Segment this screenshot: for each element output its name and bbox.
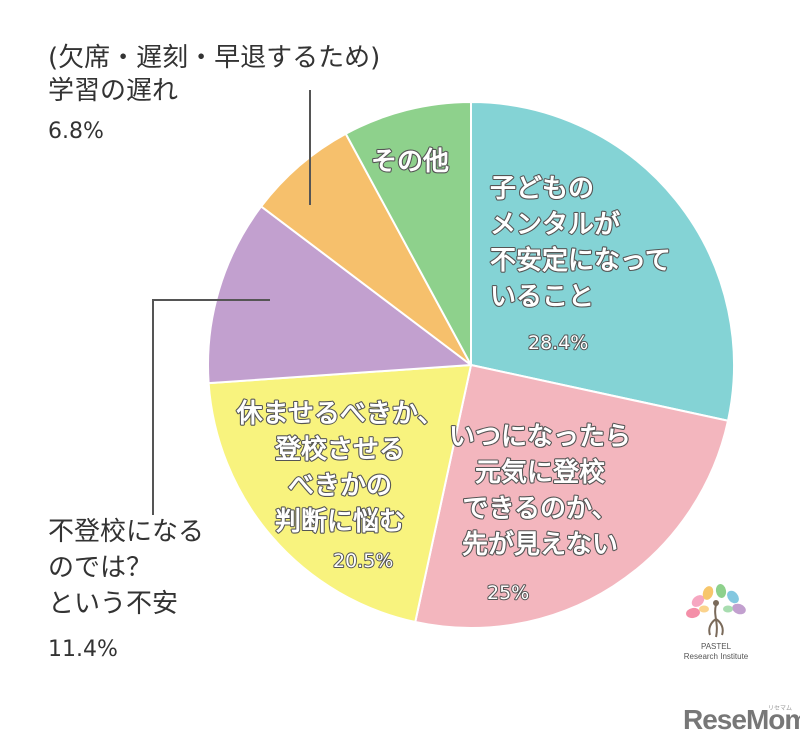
- pie-slice-5: [344, 100, 472, 366]
- slice-label-2-line-2: べきかの: [288, 471, 392, 501]
- slice-label-2-line-0: 休ませるべきか、: [236, 399, 444, 429]
- slice-label-1-line-1: 元気に登校: [475, 457, 606, 488]
- slice-label-0-line-3: いること: [490, 282, 594, 312]
- slice-label-3-line-1: のでは？: [48, 553, 152, 583]
- slice-label-5-line-0: その他: [371, 147, 449, 177]
- pastel-logo: PASTEL Research Institute: [684, 584, 749, 661]
- pie-slice-2: [207, 363, 473, 624]
- slice-percent-3: 11.4%: [48, 637, 118, 662]
- pie-slice-1: [414, 363, 730, 629]
- pie-slice-3: [207, 205, 474, 385]
- slice-label-1-line-3: 先が見えない: [462, 529, 618, 560]
- slice-percent-0: 28.4%: [528, 332, 588, 354]
- slice-label-3-line-0: 不登校になる: [48, 517, 204, 547]
- slice-percent-4: 6.8%: [48, 119, 104, 144]
- slice-label-1-line-0: いつになったら: [449, 422, 631, 452]
- pie-slice-4: [259, 132, 472, 366]
- slice-label-0-line-2: 不安定になって: [490, 245, 671, 276]
- slice-label-0-line-0: 子どもの: [490, 174, 594, 204]
- slice-label-3-line-2: という不安: [48, 589, 178, 619]
- brand-tag: リセマム: [768, 706, 793, 712]
- leader-line-nonattendance: [152, 299, 270, 515]
- slice-label-1-line-2: できるのか、: [463, 494, 618, 524]
- logo-line1: PASTEL: [701, 642, 732, 651]
- slice-label-4-line-0: (欠席・遅刻・早退するため): [48, 43, 380, 73]
- slice-percent-1: 25%: [487, 582, 529, 604]
- brand-logo: ReseMom: [683, 704, 800, 735]
- slice-percent-2: 20.5%: [333, 550, 393, 572]
- pie-slice-0: [470, 100, 735, 422]
- slice-label-2-line-3: 判断に悩む: [275, 506, 405, 537]
- slice-label-2-line-1: 登校させる: [274, 434, 405, 465]
- logo-line2: Research Institute: [684, 652, 749, 661]
- slice-label-0-line-1: メンタルが: [490, 209, 620, 240]
- slice-label-4-line-1: 学習の遅れ: [48, 76, 178, 106]
